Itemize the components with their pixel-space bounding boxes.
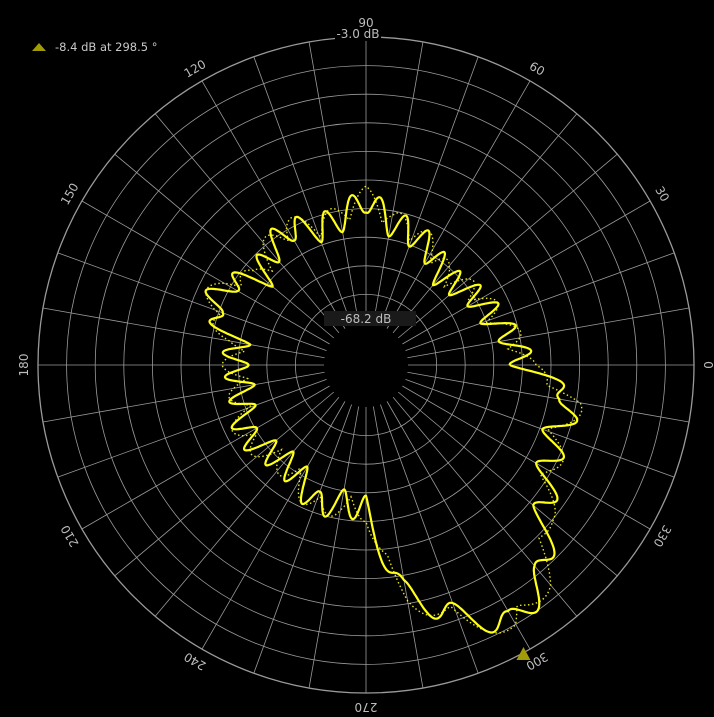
angle-tick-label: 240: [182, 649, 209, 673]
marker-triangle-icon: [32, 43, 46, 51]
grid-spoke: [407, 307, 690, 359]
marker-point[interactable]: [516, 647, 531, 661]
trace-dots: [205, 185, 583, 634]
angle-tick-label: 330: [650, 523, 674, 550]
angle-tick-label: 150: [58, 181, 82, 208]
grid-spoke: [397, 391, 618, 577]
grid-spoke: [81, 385, 330, 530]
grid-spoke: [402, 385, 651, 530]
grid-spoke: [81, 200, 330, 345]
grid-spoke: [308, 41, 360, 324]
angle-tick-label: 0: [701, 361, 714, 369]
angle-tick-label: 120: [182, 57, 209, 81]
svg-text:-68.2 dB: -68.2 dB: [341, 312, 392, 326]
marker-readout: -8.4 dB at 298.5 °: [32, 39, 157, 55]
grid-spoke: [42, 371, 325, 423]
angle-tick-label: 300: [524, 649, 551, 673]
angle-tick-label: 270: [355, 700, 378, 714]
grid-spoke: [253, 56, 353, 326]
radial-max-label: -3.0 dB: [335, 27, 381, 41]
grid-spoke: [405, 252, 675, 352]
marker-readout-text: -8.4 dB at 298.5 °: [55, 40, 158, 54]
pattern-trace: [204, 185, 583, 634]
grid-spoke: [392, 396, 578, 617]
angle-tick-label: 180: [17, 354, 31, 377]
angle-tick-label: 210: [58, 523, 82, 550]
grid-spoke: [372, 406, 424, 689]
grid-spoke: [253, 404, 353, 674]
center-hole: [324, 323, 408, 407]
grid-spoke: [154, 396, 340, 617]
grid-spoke: [402, 200, 651, 345]
grid-spoke: [201, 80, 346, 329]
grid-spoke: [397, 153, 618, 339]
radial-min-label: -68.2 dB: [324, 311, 416, 326]
grid-spoke: [372, 41, 424, 324]
grid-spoke: [42, 307, 325, 359]
grid-spoke: [308, 406, 360, 689]
angle-tick-label: 90: [358, 16, 373, 30]
grid-spoke: [386, 80, 531, 329]
grid-spoke: [114, 153, 335, 339]
grid-spoke: [379, 404, 479, 674]
grid-spoke: [57, 252, 327, 352]
angle-tick-label: 60: [527, 59, 547, 79]
grid-spoke: [114, 391, 335, 577]
grid-spoke: [405, 378, 675, 478]
angle-tick-label: 30: [652, 184, 672, 204]
svg-text:-3.0 dB: -3.0 dB: [336, 27, 379, 41]
grid-spoke: [57, 378, 327, 478]
grid-spoke: [386, 401, 531, 650]
grid-spoke: [154, 113, 340, 334]
grid-spoke: [379, 56, 479, 326]
grid-spoke: [407, 371, 690, 423]
marker-triangle: [516, 647, 531, 661]
trace-line: [204, 194, 579, 634]
grid-spoke: [201, 401, 346, 650]
grid-spoke: [392, 113, 578, 334]
